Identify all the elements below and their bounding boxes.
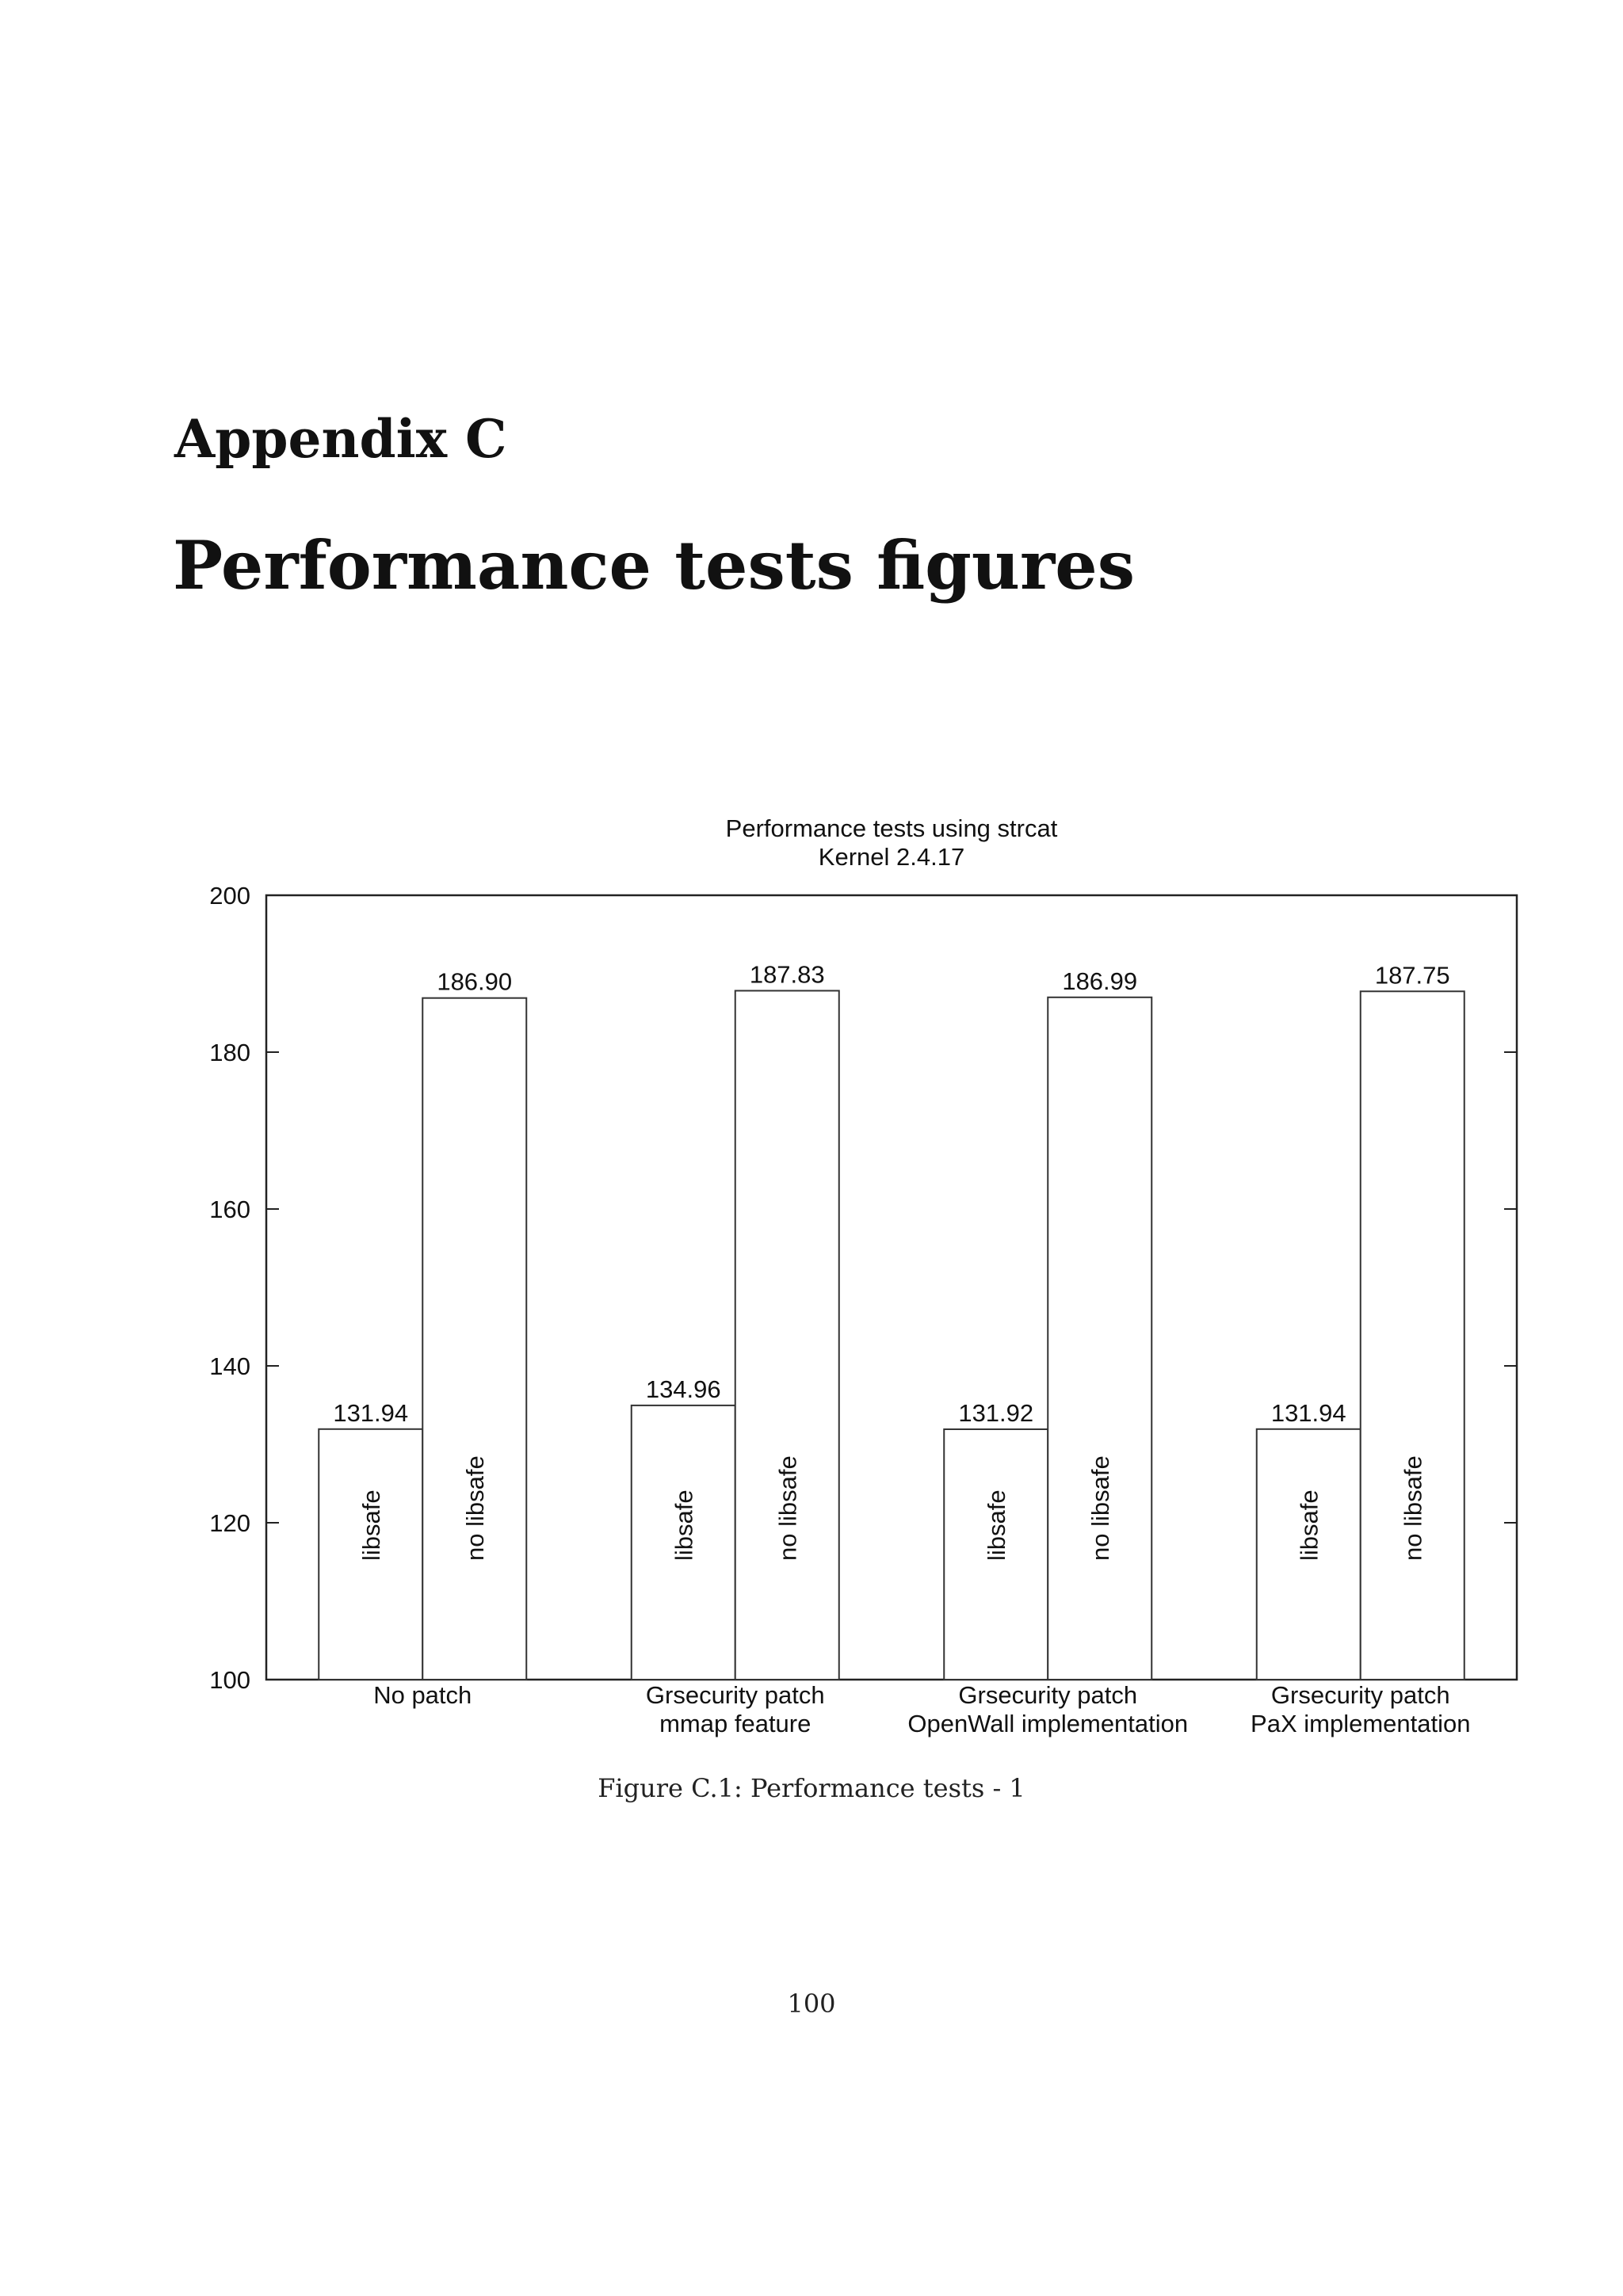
bar-series-label: libsafe bbox=[983, 1489, 1010, 1561]
bar-value-label: 134.96 bbox=[646, 1375, 721, 1403]
x-category-label: OpenWall implementation bbox=[907, 1710, 1188, 1737]
bar-series-label: no libsafe bbox=[1399, 1455, 1426, 1561]
y-tick-label: 160 bbox=[209, 1196, 250, 1223]
bar-value-label: 131.94 bbox=[333, 1399, 408, 1427]
page-number: 100 bbox=[787, 1989, 836, 2019]
y-tick-label: 140 bbox=[209, 1352, 250, 1380]
y-tick-label: 120 bbox=[209, 1509, 250, 1537]
bar-series-label: libsafe bbox=[670, 1489, 697, 1561]
x-category-label: Grsecurity patch bbox=[958, 1681, 1137, 1709]
appendix-label: Appendix C bbox=[174, 408, 507, 470]
bar-libsafe bbox=[943, 1428, 1049, 1680]
x-category-label: Grsecurity patch bbox=[1271, 1681, 1450, 1709]
bar-no-libsafe bbox=[734, 990, 840, 1681]
bar-series-label: libsafe bbox=[1295, 1489, 1323, 1561]
chart-subtitle: Kernel 2.4.17 bbox=[819, 843, 964, 871]
bar-libsafe bbox=[1255, 1428, 1361, 1680]
x-category-label: No patch bbox=[373, 1681, 472, 1709]
bar-series-label: libsafe bbox=[357, 1489, 385, 1561]
x-category-label: PaX implementation bbox=[1251, 1710, 1470, 1737]
plot-area-frame bbox=[265, 894, 1518, 1681]
x-category-label: mmap feature bbox=[659, 1710, 811, 1737]
bar-no-libsafe bbox=[422, 997, 528, 1680]
figure-caption: Figure C.1: Performance tests - 1 bbox=[598, 1773, 1025, 1803]
y-tick-label: 200 bbox=[209, 882, 250, 910]
bar-value-label: 186.90 bbox=[437, 968, 512, 996]
bar-value-label: 131.92 bbox=[958, 1399, 1033, 1427]
bar-series-label: no libsafe bbox=[461, 1455, 489, 1561]
bar-no-libsafe bbox=[1047, 996, 1153, 1680]
bar-value-label: 187.75 bbox=[1375, 961, 1450, 989]
bar-value-label: 187.83 bbox=[750, 960, 825, 988]
bar-value-label: 131.94 bbox=[1271, 1399, 1346, 1427]
bar-value-label: 186.99 bbox=[1062, 967, 1137, 995]
y-tick-label: 100 bbox=[209, 1666, 250, 1694]
bar-libsafe bbox=[630, 1404, 736, 1680]
bar-no-libsafe bbox=[1359, 990, 1465, 1680]
y-tick-label: 180 bbox=[209, 1039, 250, 1066]
x-category-label: Grsecurity patch bbox=[646, 1681, 825, 1709]
chapter-title: Performance tests figures bbox=[173, 526, 1135, 605]
bar-series-label: no libsafe bbox=[773, 1455, 801, 1561]
bar-series-label: no libsafe bbox=[1086, 1455, 1114, 1561]
chart-title: Performance tests using strcat bbox=[726, 814, 1058, 842]
